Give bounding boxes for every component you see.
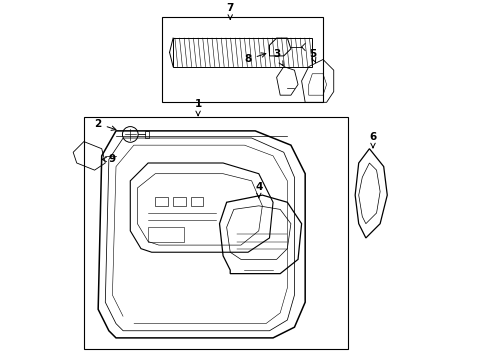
Text: 3: 3 [272,49,283,66]
Bar [148,227,183,242]
Text: 4: 4 [255,181,262,198]
Bar [191,197,203,206]
Bar [155,197,167,206]
Text: 1: 1 [194,99,202,116]
Bar [144,131,148,138]
Bar [173,197,185,206]
Text: 5: 5 [308,49,315,62]
Text: 2: 2 [94,119,116,130]
Text: 9: 9 [102,154,116,165]
Text: 7: 7 [226,3,233,19]
Text: 6: 6 [368,132,376,148]
Text: 8: 8 [244,53,265,64]
